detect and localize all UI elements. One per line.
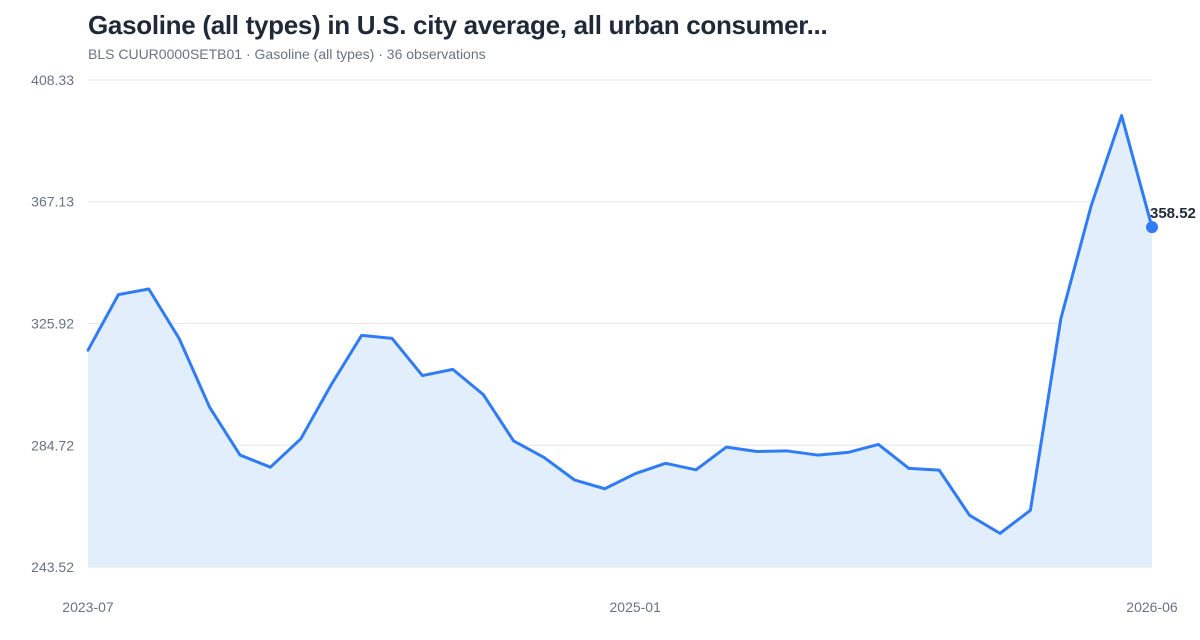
- data-point: [360, 333, 364, 337]
- series-area: [88, 115, 1152, 568]
- data-point: [1028, 508, 1032, 512]
- last-value-label: 358.52: [1150, 205, 1196, 222]
- data-point: [633, 472, 637, 476]
- data-point: [390, 336, 394, 340]
- data-point: [147, 287, 151, 291]
- data-point: [968, 513, 972, 517]
- data-point: [846, 450, 850, 454]
- data-point: [268, 465, 272, 469]
- data-point: [572, 478, 576, 482]
- data-point: [542, 455, 546, 459]
- data-point: [998, 531, 1002, 535]
- data-point: [785, 449, 789, 453]
- data-point: [907, 466, 911, 470]
- data-point: [937, 468, 941, 472]
- data-point: [451, 367, 455, 371]
- data-point: [86, 348, 90, 352]
- data-point: [512, 439, 516, 443]
- data-point: [420, 374, 424, 378]
- series: [86, 114, 1158, 568]
- x-tick-label: 2023-07: [62, 599, 114, 615]
- series-line: [86, 114, 1154, 535]
- data-point: [1089, 204, 1093, 208]
- y-axis-ticks: 408.33 367.13 325.92 284.72 243.52: [31, 72, 74, 575]
- data-point: [755, 450, 759, 454]
- data-point: [238, 453, 242, 457]
- y-tick-label: 367.13: [31, 194, 74, 210]
- data-point: [481, 392, 485, 396]
- data-point: [816, 453, 820, 457]
- value-labels: 358.52: [1150, 205, 1196, 222]
- y-tick-label: 408.33: [31, 72, 74, 88]
- y-tick-label: 284.72: [31, 437, 74, 453]
- data-point: [1059, 317, 1063, 321]
- data-point: [177, 337, 181, 341]
- y-tick-label: 325.92: [31, 316, 74, 332]
- data-point: [1120, 114, 1124, 118]
- y-tick-label: 243.52: [31, 559, 74, 575]
- chart-title: Gasoline (all types) in U.S. city averag…: [88, 10, 828, 40]
- chart-subtitle: BLS CUUR0000SETB01 · Gasoline (all types…: [88, 46, 486, 62]
- data-point: [329, 383, 333, 387]
- data-point: [694, 468, 698, 472]
- data-point: [664, 461, 668, 465]
- data-point: [299, 437, 303, 441]
- x-tick-label: 2026-06: [1126, 599, 1178, 615]
- data-point: [208, 405, 212, 409]
- data-point: [724, 445, 728, 449]
- x-axis-ticks: 2023-07 2025-01 2026-06: [62, 599, 1178, 615]
- last-data-point: [1146, 221, 1158, 234]
- x-tick-label: 2025-01: [610, 599, 662, 615]
- data-point: [116, 293, 120, 297]
- data-point: [876, 442, 880, 446]
- data-point: [603, 487, 607, 491]
